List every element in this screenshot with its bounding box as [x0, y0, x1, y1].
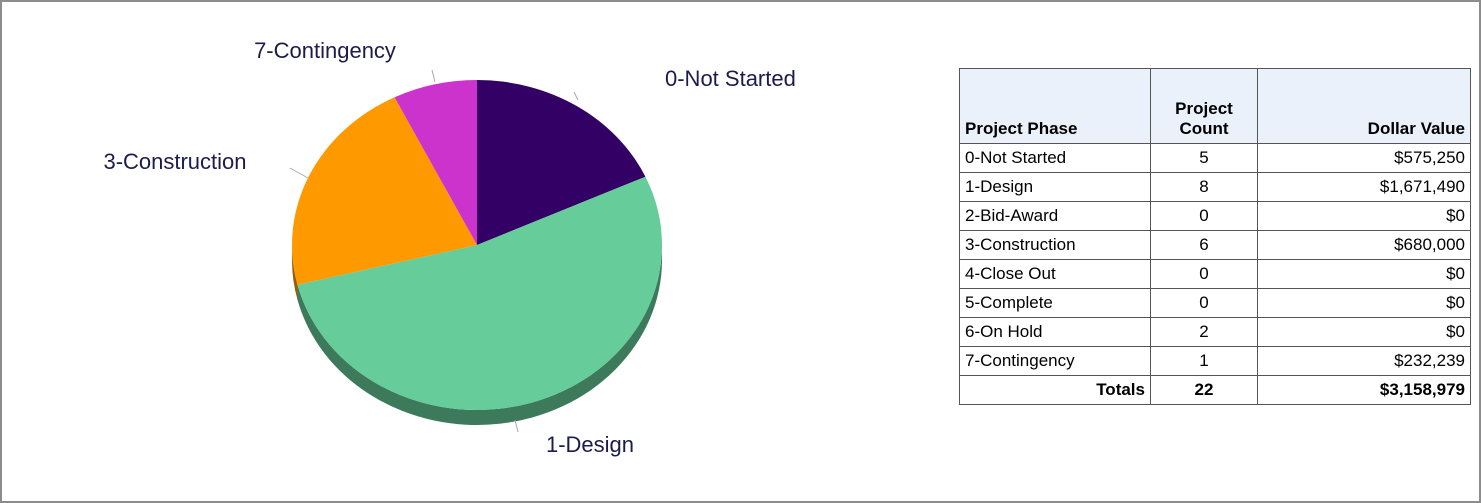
table-row: 5-Complete 0 $0	[959, 288, 1471, 318]
table-row: 0-Not Started 5 $575,250	[959, 143, 1471, 173]
slice	[297, 176, 663, 410]
table-cell: 7-Contingency	[959, 346, 1151, 376]
pie-chart: 0-Not Started 1-Design 3-Construction 7-Con…	[103, 38, 796, 457]
table-cell: $0	[1257, 201, 1471, 231]
leader-line	[289, 167, 309, 179]
table-cell: 5-Complete	[959, 288, 1151, 318]
table-cell: 22	[1150, 375, 1258, 405]
table-cell: 4-Close Out	[959, 259, 1151, 289]
leader-line	[573, 91, 579, 101]
table-cell: 6	[1150, 230, 1258, 260]
slice-label: 1-Design	[546, 432, 634, 457]
table-row: 2-Bid-Award 0 $0	[959, 201, 1471, 231]
table-row: 7-Contingency 1 $232,239	[959, 346, 1471, 376]
table-cell: 6-On Hold	[959, 317, 1151, 347]
slice	[292, 97, 477, 285]
slice-label: 0-Not Started	[665, 66, 796, 91]
table-cell: 8	[1150, 172, 1258, 202]
table-cell: 2	[1150, 317, 1258, 347]
table-cell: $232,239	[1257, 346, 1471, 376]
table-row: 1-Design 8 $1,671,490	[959, 172, 1471, 202]
table-cell: 0-Not Started	[959, 143, 1151, 173]
header-row: Project Phase Project Count Dollar Value	[959, 68, 1471, 144]
leader-line	[431, 69, 436, 83]
table-cell: $0	[1257, 288, 1471, 318]
table-row: 4-Close Out 0 $0	[959, 259, 1471, 289]
table-row: 6-On Hold 2 $0	[959, 317, 1471, 347]
table-cell: 1-Design	[959, 172, 1151, 202]
table-row: 3-Construction 6 $680,000	[959, 230, 1471, 260]
table-cell: 3-Construction	[959, 230, 1151, 260]
table-cell: $575,250	[1257, 143, 1471, 173]
slice-label: 7-Contingency	[254, 38, 396, 63]
slice-side	[292, 245, 298, 300]
table-cell: $0	[1257, 317, 1471, 347]
table-cell: Totals	[959, 375, 1151, 405]
table-cell: 0	[1150, 201, 1258, 231]
phase-table: Project Phase Project Count Dollar Value…	[959, 68, 1471, 405]
table-cell: 0	[1150, 259, 1258, 289]
table-cell: $680,000	[1257, 230, 1471, 260]
slice	[477, 80, 646, 245]
table-row: Totals 22 $3,158,979	[959, 375, 1471, 405]
table-cell: 0	[1150, 288, 1258, 318]
table-cell: 2-Bid-Award	[959, 201, 1151, 231]
table-cell: 1	[1150, 346, 1258, 376]
header-cell: Project Count	[1150, 68, 1258, 144]
slice-label: 3-Construction	[103, 149, 246, 174]
header-cell: Dollar Value	[1257, 68, 1471, 144]
leader-line	[514, 419, 519, 433]
table-cell: 5	[1150, 143, 1258, 173]
table-cell: $0	[1257, 259, 1471, 289]
table-cell: $1,671,490	[1257, 172, 1471, 202]
slice	[394, 80, 477, 245]
table-cell: $3,158,979	[1257, 375, 1471, 405]
header-cell: Project Phase	[959, 68, 1151, 144]
